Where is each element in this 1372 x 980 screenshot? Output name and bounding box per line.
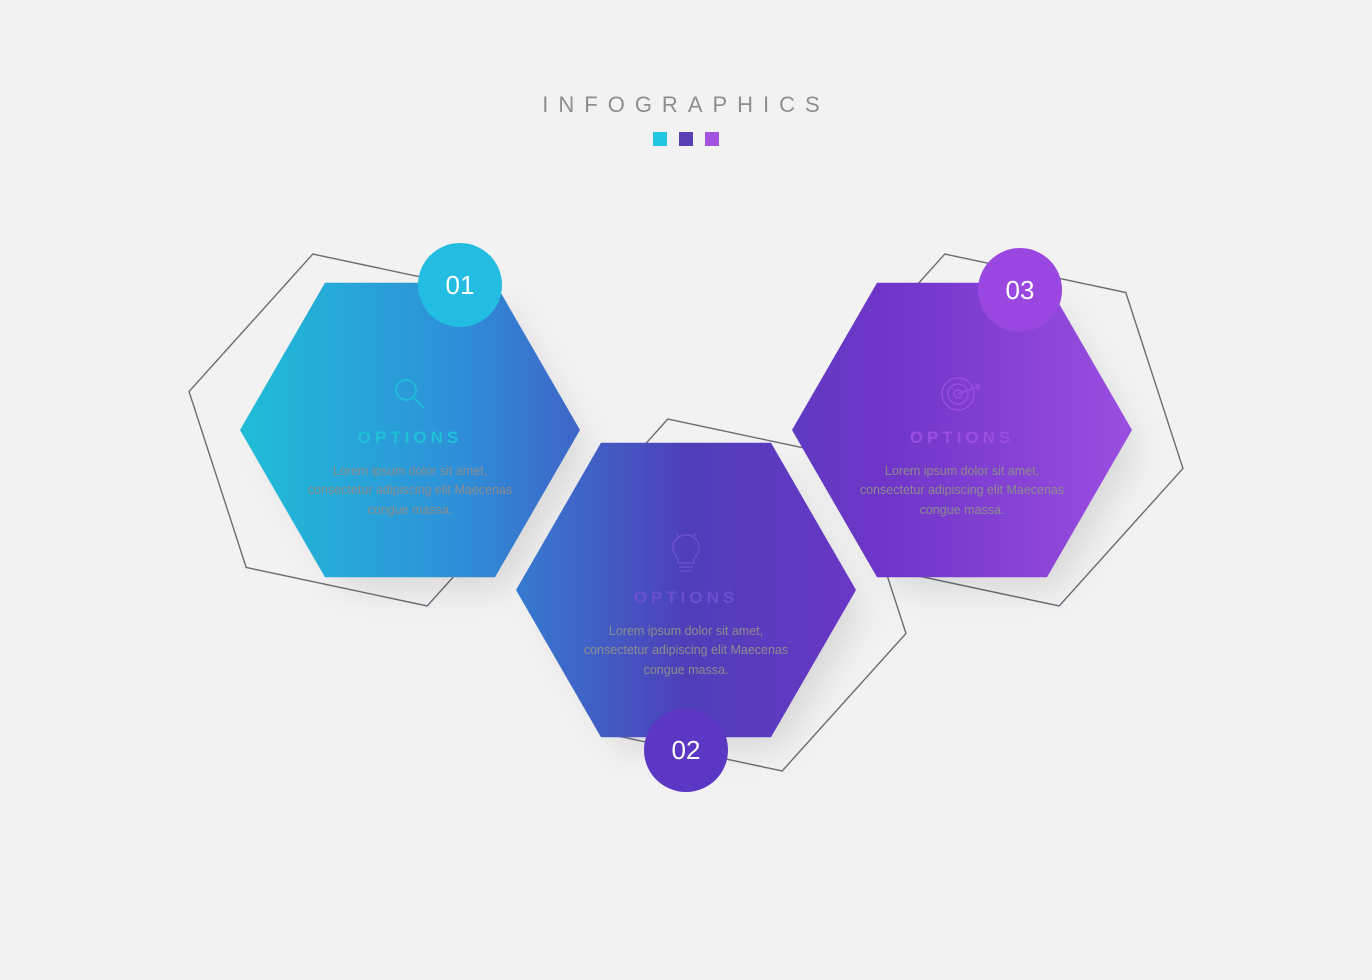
number-badge-1: 01 <box>418 243 502 327</box>
option-body: Lorem ipsum dolor sit amet, consectetur … <box>576 622 796 680</box>
target-icon <box>852 372 1072 416</box>
number-badge-3: 03 <box>978 248 1062 332</box>
hex-option-1: OPTIONS Lorem ipsum dolor sit amet, cons… <box>300 372 520 520</box>
number-badge-label: 03 <box>1006 275 1035 306</box>
option-body: Lorem ipsum dolor sit amet, consectetur … <box>300 462 520 520</box>
number-badge-2: 02 <box>644 708 728 792</box>
option-title: OPTIONS <box>852 428 1072 448</box>
infographic-canvas: INFOGRAPHICS OPTIONS Lorem ipsum dolor s… <box>0 0 1372 980</box>
option-title: OPTIONS <box>576 588 796 608</box>
option-title: OPTIONS <box>300 428 520 448</box>
hex-option-2: OPTIONS Lorem ipsum dolor sit amet, cons… <box>576 532 796 680</box>
number-badge-label: 02 <box>672 735 701 766</box>
bulb-icon <box>576 532 796 576</box>
option-body: Lorem ipsum dolor sit amet, consectetur … <box>852 462 1072 520</box>
hex-scene <box>0 0 1372 980</box>
search-icon <box>300 372 520 416</box>
hex-option-3: OPTIONS Lorem ipsum dolor sit amet, cons… <box>852 372 1072 520</box>
number-badge-label: 01 <box>446 270 475 301</box>
